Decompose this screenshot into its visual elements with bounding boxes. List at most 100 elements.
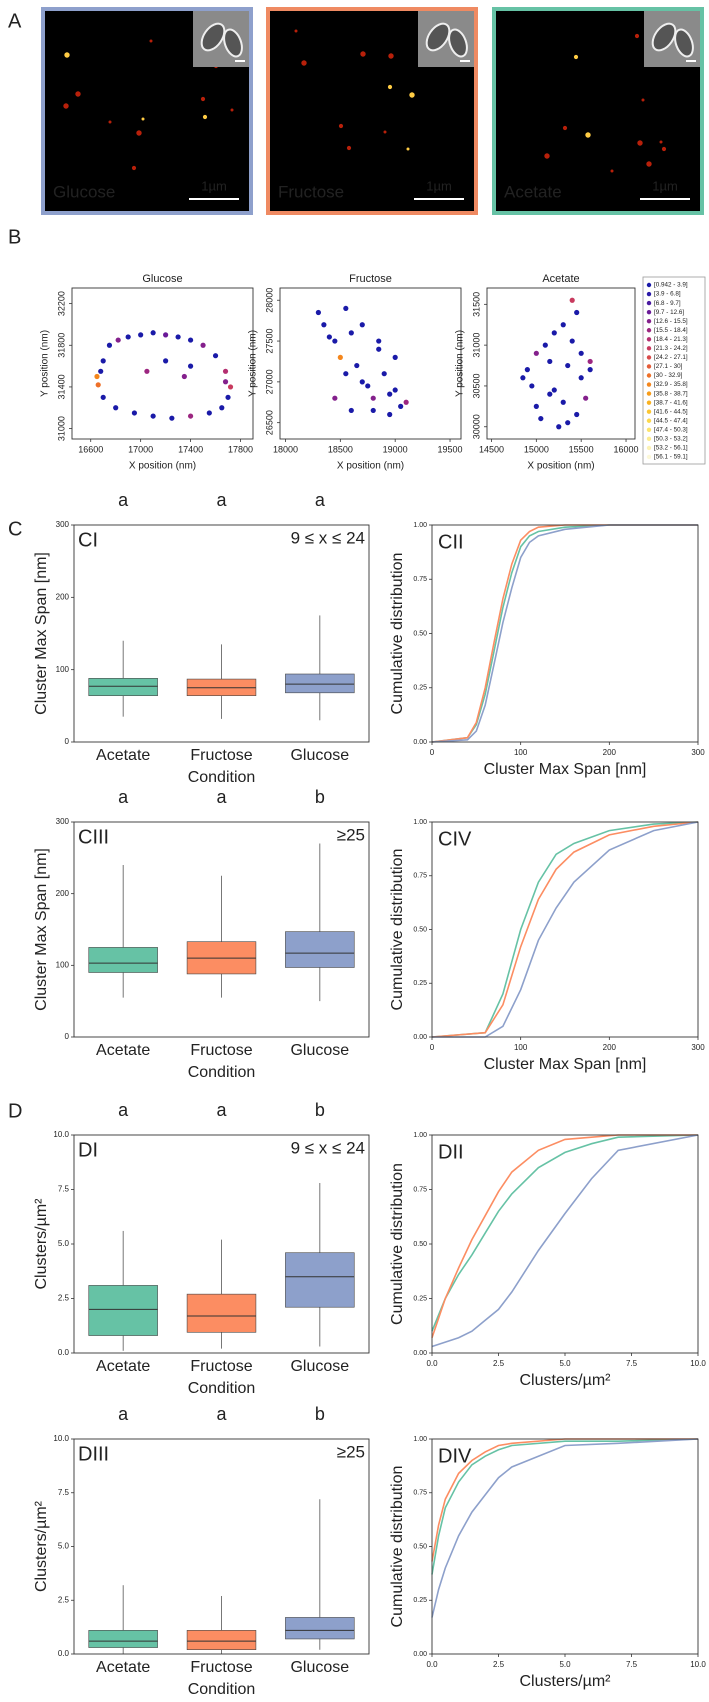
- box: [88, 1285, 158, 1336]
- x-axis-label: X position (nm): [527, 461, 594, 472]
- y-tick-label: 31400: [56, 374, 66, 399]
- x-tick-label: 17000: [128, 444, 153, 454]
- fluorescent-spot: [346, 145, 352, 151]
- localization: [569, 338, 575, 344]
- box: [285, 931, 355, 968]
- x-tick-label: 14500: [479, 444, 504, 454]
- y-tick-label: 30000: [471, 414, 481, 439]
- y-tick-label: 0.50: [413, 1543, 427, 1550]
- localization: [533, 350, 539, 356]
- localization: [332, 395, 338, 401]
- y-axis-label: Y position (nm): [40, 330, 51, 397]
- x-axis-label: Condition: [188, 1064, 256, 1081]
- localization: [547, 391, 553, 397]
- localization: [150, 330, 156, 336]
- y-tick-label: 31000: [471, 333, 481, 358]
- legend-marker: [646, 382, 652, 387]
- localization: [403, 399, 409, 405]
- x-tick-label: Fructose: [190, 1659, 252, 1676]
- range-label: ≥25: [337, 1442, 365, 1461]
- localization: [551, 330, 557, 336]
- legend-marker: [646, 418, 652, 423]
- y-tick-label: 0.50: [413, 1241, 427, 1248]
- panel-tag: CI: [78, 529, 98, 551]
- localization: [138, 332, 144, 338]
- panel-label: B: [8, 226, 21, 248]
- y-axis-label: Cumulative distribution: [389, 553, 406, 715]
- fluorescent-spot: [637, 140, 643, 146]
- fluorescent-spot: [230, 108, 234, 112]
- x-tick-label: 17400: [178, 444, 203, 454]
- plot-area: [71, 287, 254, 440]
- x-tick-label: 100: [514, 748, 528, 757]
- y-tick-label: 5.0: [58, 1542, 70, 1551]
- cdf-line: [431, 821, 699, 1038]
- x-axis-label: Condition: [188, 769, 256, 786]
- fluorescent-spot: [141, 117, 145, 121]
- significance-letter: a: [118, 490, 129, 510]
- x-tick-label: Glucose: [290, 1358, 349, 1375]
- cell-outline: [425, 22, 451, 52]
- legend-label: [38.7 - 41.6]: [654, 399, 688, 406]
- significance-letter: a: [118, 787, 129, 807]
- x-tick-label: 2.5: [493, 1359, 505, 1368]
- legend-label: [56.1 - 59.1]: [654, 454, 688, 461]
- range-label: ≥25: [337, 825, 365, 844]
- x-axis-label: Cluster Max Span [nm]: [484, 1056, 647, 1073]
- legend-label: [24.2 - 27.1]: [654, 354, 688, 361]
- localization: [131, 410, 138, 416]
- y-tick-label: 32200: [56, 291, 66, 316]
- localization: [574, 411, 580, 418]
- legend-label: [9.7 - 12.6]: [654, 309, 684, 316]
- localization: [98, 368, 104, 374]
- x-axis-label: Condition: [188, 1380, 256, 1397]
- localization: [381, 371, 387, 377]
- localization: [115, 337, 121, 343]
- localization: [212, 353, 219, 359]
- y-axis-label: Y position (nm): [455, 330, 466, 397]
- fluorescent-spot: [641, 98, 645, 102]
- fluorescent-spot: [406, 147, 410, 151]
- x-tick-label: 17800: [228, 444, 253, 454]
- fluorescent-spot: [131, 165, 137, 171]
- panel-label: A: [8, 10, 22, 32]
- fluorescent-spot: [338, 123, 344, 129]
- x-tick-label: Glucose: [290, 1042, 349, 1059]
- x-tick-label: 5.0: [559, 1359, 571, 1368]
- y-axis-label: Y position (nm): [248, 330, 259, 397]
- y-tick-label: 100: [56, 960, 70, 969]
- legend-label: [30 - 32.9]: [654, 372, 683, 379]
- fluorescent-spot: [610, 169, 614, 173]
- localization: [150, 413, 156, 419]
- y-tick-label: 300: [56, 520, 70, 529]
- fluorescent-spot: [585, 132, 591, 138]
- cdf-line: [431, 1438, 699, 1575]
- y-tick-label: 2.5: [58, 1294, 70, 1303]
- x-tick-label: Glucose: [290, 747, 349, 764]
- legend-label: [15.5 - 18.4]: [654, 327, 688, 334]
- fluorescent-spot: [646, 161, 652, 167]
- y-axis-label: Cumulative distribution: [389, 849, 406, 1011]
- fluorescent-spot: [360, 51, 366, 57]
- significance-letter: a: [216, 1404, 227, 1424]
- significance-letter: a: [315, 490, 326, 510]
- legend-label: [12.6 - 15.5]: [654, 318, 688, 325]
- y-tick-label: 0: [65, 1032, 70, 1041]
- x-tick-label: 7.5: [626, 1359, 638, 1368]
- x-tick-label: 100: [514, 1043, 528, 1052]
- fluorescent-spot: [149, 39, 153, 43]
- panel-tag: DIV: [438, 1445, 472, 1467]
- x-tick-label: 200: [603, 1043, 617, 1052]
- x-axis-label: Clusters/µm²: [520, 1673, 612, 1690]
- y-tick-label: 0.25: [413, 1295, 427, 1302]
- localization: [100, 358, 106, 364]
- fluorescent-spot: [294, 29, 298, 33]
- localization: [187, 413, 194, 419]
- x-tick-label: Acetate: [96, 1659, 150, 1676]
- plot-area: [73, 821, 370, 1038]
- fluorescent-spot: [75, 91, 81, 97]
- box: [186, 1293, 257, 1333]
- y-tick-label: 0.0: [58, 1649, 70, 1658]
- localization: [565, 420, 571, 426]
